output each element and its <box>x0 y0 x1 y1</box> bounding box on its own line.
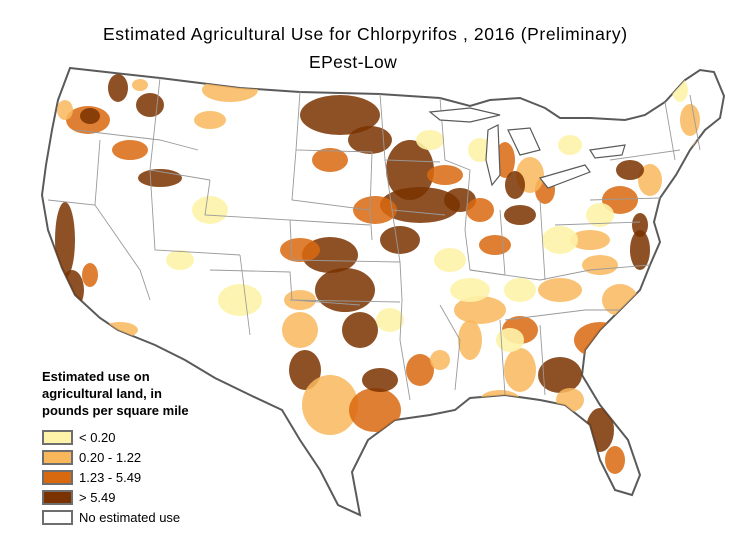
usage-patch <box>342 312 378 348</box>
usage-patch <box>430 350 450 370</box>
usage-patch <box>630 230 650 270</box>
legend-title-line: agricultural land, in <box>42 386 162 401</box>
legend-label: 0.20 - 1.22 <box>79 449 142 465</box>
legend-label: 1.23 - 5.49 <box>79 469 142 485</box>
usage-patch <box>646 278 674 302</box>
usage-patch <box>80 108 100 124</box>
usage-patch <box>570 230 610 250</box>
usage-patch <box>380 226 420 254</box>
usage-patch <box>574 322 626 358</box>
legend-swatch <box>42 429 73 445</box>
usage-patch <box>479 235 511 255</box>
usage-patch <box>300 95 380 135</box>
usage-patch <box>605 446 625 474</box>
usage-patch <box>504 348 536 392</box>
usage-patch <box>312 148 348 172</box>
usage-patch <box>680 104 700 136</box>
usage-patch <box>348 126 392 154</box>
legend-item: < 0.20 <box>42 427 262 447</box>
usage-patch <box>505 171 525 199</box>
usage-patch <box>362 368 398 392</box>
usage-patch <box>638 164 662 196</box>
legend-item: 0.20 - 1.22 <box>42 447 262 467</box>
usage-patch <box>353 196 397 224</box>
map-subtitle: EPest-Low <box>309 52 398 72</box>
usage-patch <box>289 350 321 390</box>
usage-patch <box>458 320 482 360</box>
usage-patch <box>466 198 494 222</box>
usage-patch <box>315 268 375 312</box>
legend: Estimated use on agricultural land, in p… <box>42 368 262 527</box>
legend-label: < 0.20 <box>79 429 116 445</box>
usage-patch <box>282 312 318 348</box>
usage-patch <box>166 250 194 270</box>
usage-patch <box>380 187 460 223</box>
usage-patch <box>427 165 463 185</box>
legend-item: 1.23 - 5.49 <box>42 467 262 487</box>
usage-patch <box>434 248 466 272</box>
usage-patch <box>542 226 578 254</box>
legend-item: No estimated use <box>42 507 262 527</box>
usage-patch <box>616 160 644 180</box>
usage-patch <box>376 308 404 332</box>
usage-patch <box>386 140 434 200</box>
usage-patch <box>55 202 75 278</box>
usage-patch <box>302 375 358 435</box>
usage-patch <box>556 388 584 412</box>
usage-patch <box>192 196 228 224</box>
usage-patch <box>670 188 690 212</box>
usage-patch <box>82 263 98 287</box>
legend-title-line: pounds per square mile <box>42 403 189 418</box>
usage-patch <box>194 111 226 129</box>
legend-swatch <box>42 489 73 505</box>
usage-patch <box>496 328 524 352</box>
legend-swatch <box>42 449 73 465</box>
usage-patch <box>632 213 648 237</box>
legend-swatch <box>42 469 73 485</box>
usage-patch <box>450 278 490 302</box>
usage-patch <box>586 203 614 227</box>
usage-patch <box>280 238 320 262</box>
usage-patch <box>582 255 618 275</box>
map-title-text: Estimated Agricultural Use for Chlorpyri… <box>103 24 628 44</box>
great-lakes <box>428 107 626 189</box>
usage-patch <box>218 284 262 316</box>
usage-patch <box>136 93 164 117</box>
usage-patch <box>538 278 582 302</box>
usage-patch <box>504 205 536 225</box>
legend-title-line: Estimated use on <box>42 369 150 384</box>
usage-patch <box>57 100 73 120</box>
state-borders <box>47 77 701 401</box>
legend-swatch <box>42 509 73 525</box>
usage-patch <box>454 296 506 324</box>
usage-patch <box>480 390 520 410</box>
usage-patch <box>538 357 582 393</box>
usage-patch <box>406 354 434 386</box>
legend-label: > 5.49 <box>79 489 116 505</box>
usage-patch <box>602 186 638 214</box>
usage-patch <box>504 278 536 302</box>
usage-patch <box>108 74 128 102</box>
usage-patch <box>132 79 148 91</box>
usage-patch <box>112 140 148 160</box>
usage-patch <box>102 322 138 338</box>
usage-patch <box>672 78 688 102</box>
legend-label: No estimated use <box>79 509 181 525</box>
usage-patch <box>586 408 614 452</box>
usage-patch <box>349 388 401 432</box>
usage-patch <box>558 135 582 155</box>
usage-patch <box>416 130 444 150</box>
legend-item: > 5.49 <box>42 487 262 507</box>
usage-patch <box>202 78 258 102</box>
legend-title: Estimated use on agricultural land, in p… <box>42 368 262 419</box>
